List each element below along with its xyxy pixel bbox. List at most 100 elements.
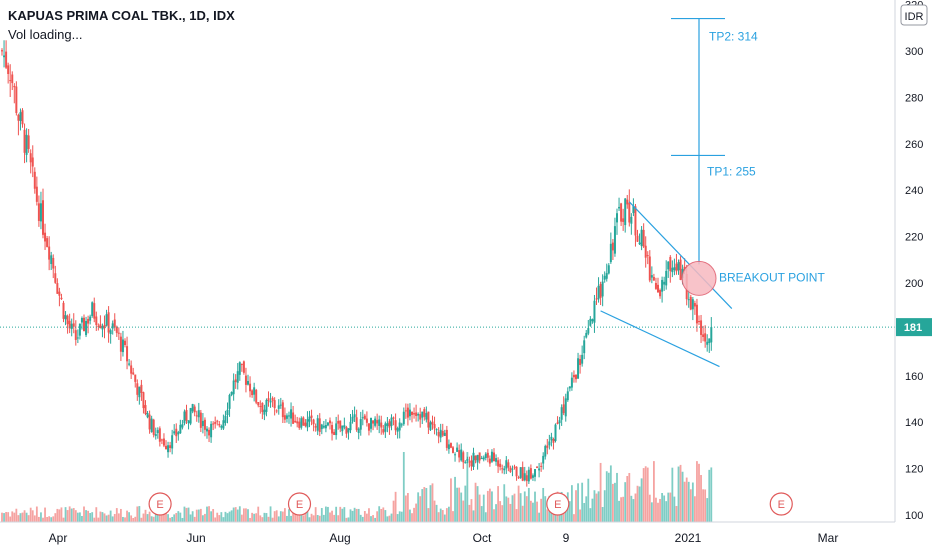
candle-body	[259, 405, 262, 407]
symbol-title[interactable]: KAPUAS PRIMA COAL TBK., 1D, IDX	[8, 8, 235, 23]
volume-bar	[212, 508, 215, 522]
candle-body	[347, 428, 350, 433]
volume-bar	[694, 496, 696, 522]
volume-bar	[91, 512, 94, 522]
volume-bar	[341, 508, 344, 522]
volume-bar	[105, 515, 108, 522]
candle-body	[35, 186, 38, 202]
candle-body	[534, 469, 536, 477]
volume-bar	[454, 476, 456, 522]
candle-body	[423, 409, 426, 417]
volume-bar	[532, 502, 534, 522]
candle-body	[548, 441, 551, 446]
candle-body	[706, 341, 709, 345]
candle-body	[310, 415, 313, 418]
candle-body	[181, 424, 184, 428]
volume-bar	[468, 504, 471, 522]
candle-body	[611, 242, 614, 251]
candle-body	[228, 394, 231, 409]
volume-bar	[83, 506, 85, 522]
volume-bar	[72, 508, 75, 522]
candle-body	[167, 445, 170, 453]
price-tick-label: 220	[905, 232, 923, 244]
candle-body	[435, 429, 438, 431]
volume-bar	[700, 474, 702, 522]
volume-bar	[472, 510, 475, 522]
candle-body	[519, 467, 522, 478]
candle-body	[89, 316, 92, 321]
candle-body	[234, 379, 237, 382]
volume-bar	[85, 510, 87, 522]
volume-bar	[495, 504, 497, 522]
volume-bar	[583, 502, 586, 522]
volume-bar	[407, 493, 409, 522]
volume-bar	[167, 514, 169, 522]
candle-body	[509, 467, 512, 472]
candle-body	[638, 242, 641, 245]
volume-bar	[173, 514, 176, 522]
candle-body	[579, 358, 582, 366]
candle-body	[581, 354, 584, 364]
volume-bar	[591, 498, 594, 522]
volume-bar	[634, 493, 637, 522]
candle-body	[546, 445, 549, 448]
candle-body	[304, 422, 307, 426]
candle-body	[44, 232, 47, 242]
candle-body	[285, 415, 288, 419]
volume-bar	[146, 514, 149, 522]
volume-bar	[478, 494, 481, 522]
candle-body	[62, 302, 65, 319]
volume-bar	[474, 482, 477, 522]
candle-body	[154, 434, 157, 436]
candle-body	[349, 421, 352, 431]
earnings-marker-label: E	[554, 499, 561, 511]
currency-label: IDR	[905, 11, 924, 23]
volume-bar	[29, 507, 32, 522]
candle-body	[240, 363, 243, 365]
volume-bar	[476, 486, 479, 522]
volume-bar	[124, 517, 126, 522]
volume-bar	[126, 510, 128, 522]
candle-body	[54, 273, 57, 283]
volume-bar	[177, 511, 180, 522]
volume-bar	[398, 511, 401, 522]
volume-bar	[154, 511, 157, 522]
candle-body	[669, 256, 672, 272]
volume-bar	[505, 496, 508, 522]
volume-bar	[601, 507, 604, 522]
volume-bar	[343, 507, 346, 522]
volume-bar	[579, 509, 581, 522]
volume-bar	[351, 510, 354, 522]
candle-body	[5, 51, 8, 68]
candle-body	[370, 418, 372, 429]
candle-body	[156, 430, 159, 433]
volume-bar	[605, 471, 608, 522]
candle-body	[490, 451, 493, 462]
candle-body	[64, 315, 67, 320]
candle-body	[42, 200, 44, 235]
upper-trendline	[628, 201, 733, 309]
candle-body	[105, 314, 108, 326]
volume-bar	[687, 481, 690, 522]
candle-body	[408, 409, 411, 417]
volume-bar	[644, 466, 647, 522]
volume-bar	[517, 485, 520, 522]
volume-bar	[109, 510, 112, 522]
volume-bar	[79, 512, 81, 522]
candle-body	[119, 336, 122, 352]
volume-bar	[443, 514, 446, 522]
volume-bar	[667, 492, 670, 522]
volume-bar	[480, 506, 483, 522]
candle-body	[136, 383, 139, 395]
candle-body	[185, 410, 188, 421]
volume-bar	[597, 491, 600, 522]
candle-body	[201, 420, 204, 427]
candle-body	[564, 398, 567, 417]
volume-bar	[234, 507, 237, 522]
candlestick-series	[1, 40, 713, 487]
candle-body	[445, 429, 448, 448]
candle-body	[11, 74, 14, 84]
volume-bar	[622, 496, 625, 522]
volume-bar	[33, 515, 36, 522]
